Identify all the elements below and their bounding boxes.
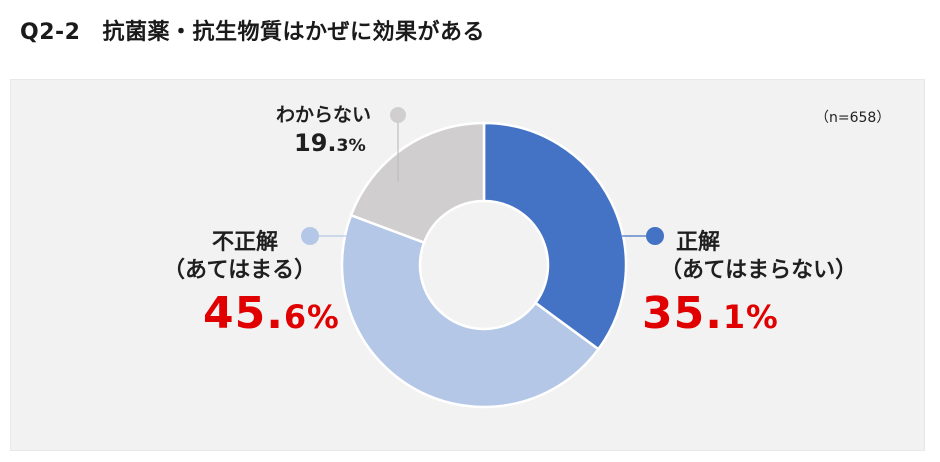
label-dont-know-pct: 19.3%	[294, 129, 366, 157]
label-correct-sub: （あてはまらない）	[660, 258, 858, 283]
slice-dont-know	[349, 121, 486, 245]
question-text: 抗菌薬・抗生物質はかぜに効果がある	[102, 20, 485, 45]
label-incorrect-sub: （あてはまる）	[163, 258, 317, 283]
label-correct-name: 正解	[676, 230, 721, 255]
slice-incorrect	[340, 213, 601, 409]
sample-size-label: （n=658）	[815, 110, 891, 126]
chart-title: Q2-2 抗菌薬・抗生物質はかぜに効果がある	[20, 14, 485, 46]
marker-dot-correct	[646, 227, 664, 245]
marker-dot-dont-know	[390, 107, 406, 123]
label-correct-pct: 35.1%	[642, 288, 779, 339]
donut-slices	[340, 121, 628, 409]
label-dont-know-name: わからない	[276, 104, 372, 126]
question-number: Q2-2	[20, 20, 81, 45]
label-incorrect-pct: 45.6%	[203, 288, 340, 339]
slice-correct	[482, 121, 628, 351]
marker-dot-incorrect	[301, 227, 319, 245]
label-incorrect-name: 不正解	[212, 230, 279, 255]
